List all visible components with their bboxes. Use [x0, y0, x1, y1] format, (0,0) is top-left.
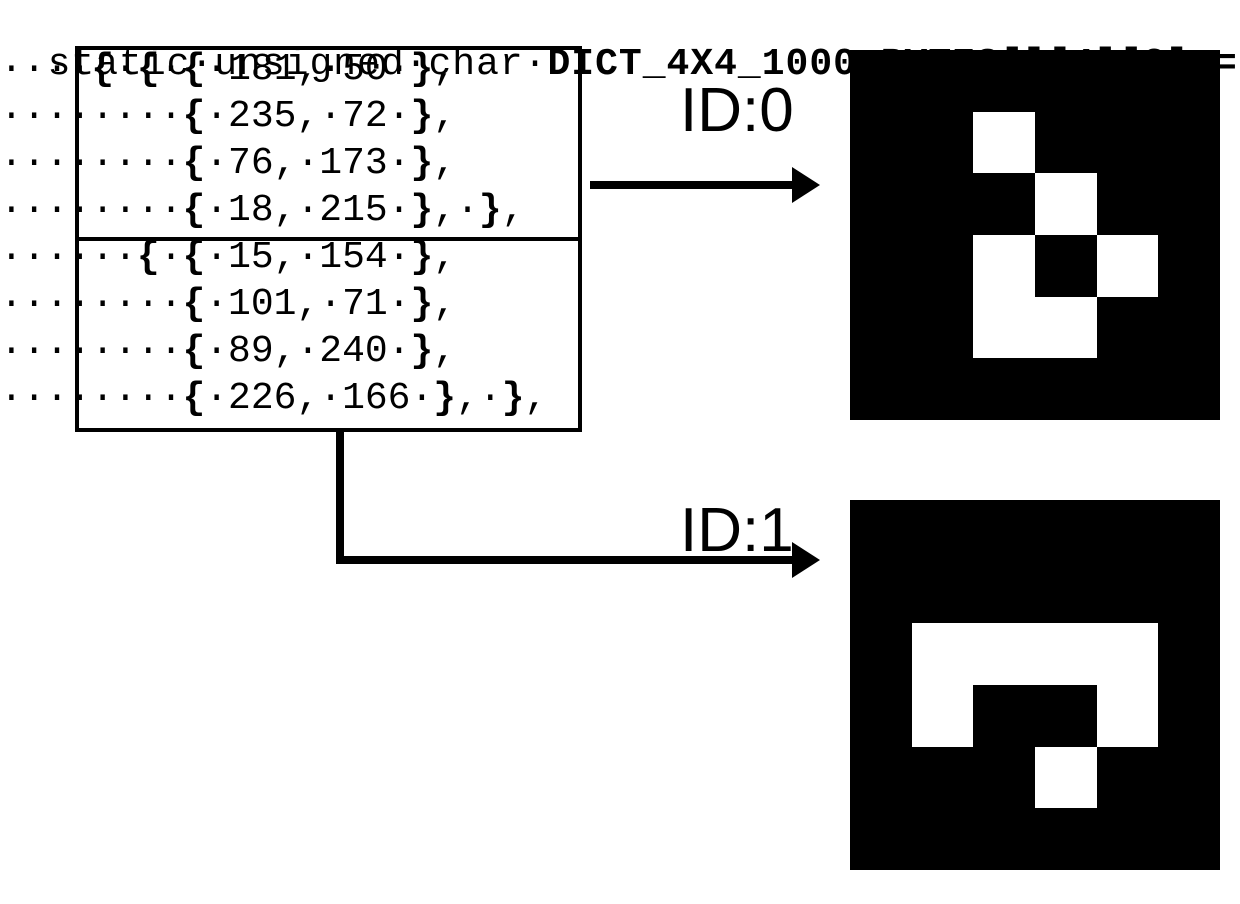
marker-cell-black	[850, 173, 912, 235]
marker-cell-white	[1035, 623, 1097, 685]
marker-cell-white	[973, 235, 1035, 297]
marker-cell-black	[1097, 747, 1159, 809]
marker-cell-black	[912, 297, 974, 359]
marker-cell-black	[912, 562, 974, 624]
marker-cell-black	[1097, 562, 1159, 624]
aruco-marker-1	[850, 500, 1220, 870]
marker-cell-black	[973, 562, 1035, 624]
marker-cell-black	[912, 112, 974, 174]
marker-cell-black	[973, 685, 1035, 747]
marker-cell-black	[973, 50, 1035, 112]
marker-cell-black	[850, 112, 912, 174]
marker-cell-black	[912, 808, 974, 870]
marker-cell-black	[1097, 173, 1159, 235]
marker-cell-black	[1035, 562, 1097, 624]
marker-cell-black	[912, 358, 974, 420]
marker-cell-black	[1097, 297, 1159, 359]
marker-cell-black	[912, 747, 974, 809]
marker-cell-black	[1158, 50, 1220, 112]
marker-cell-black	[1158, 173, 1220, 235]
marker-cell-black	[1158, 358, 1220, 420]
marker-cell-black	[1097, 112, 1159, 174]
marker-cell-white	[912, 685, 974, 747]
marker-cell-black	[973, 358, 1035, 420]
marker-cell-black	[850, 562, 912, 624]
marker-cell-black	[973, 173, 1035, 235]
marker-cell-black	[1158, 685, 1220, 747]
marker-cell-black	[850, 623, 912, 685]
marker-cell-black	[973, 808, 1035, 870]
marker-cell-black	[1035, 50, 1097, 112]
marker-cell-black	[1158, 623, 1220, 685]
marker-grid	[850, 50, 1220, 420]
marker-cell-black	[1158, 297, 1220, 359]
marker-cell-black	[1097, 808, 1159, 870]
marker-cell-black	[850, 50, 912, 112]
marker-cell-black	[1035, 500, 1097, 562]
marker-cell-black	[850, 500, 912, 562]
marker-cell-black	[850, 747, 912, 809]
marker-cell-white	[1097, 623, 1159, 685]
marker-cell-black	[1035, 358, 1097, 420]
marker-cell-white	[973, 297, 1035, 359]
marker-grid	[850, 500, 1220, 870]
marker-cell-white	[1035, 297, 1097, 359]
marker-cell-black	[912, 173, 974, 235]
marker-cell-white	[1097, 685, 1159, 747]
marker-cell-black	[1158, 112, 1220, 174]
marker-cell-white	[1035, 747, 1097, 809]
marker-cell-black	[1158, 235, 1220, 297]
marker-cell-black	[1035, 808, 1097, 870]
marker-cell-white	[1097, 235, 1159, 297]
marker-cell-black	[973, 747, 1035, 809]
aruco-marker-0	[850, 50, 1220, 420]
marker-cell-black	[1035, 235, 1097, 297]
marker-cell-black	[973, 500, 1035, 562]
marker-cell-black	[1158, 747, 1220, 809]
marker-cell-black	[1097, 358, 1159, 420]
marker-cell-black	[1097, 500, 1159, 562]
marker-cell-white	[973, 623, 1035, 685]
marker-cell-black	[912, 235, 974, 297]
marker-cell-black	[1097, 50, 1159, 112]
marker-cell-black	[850, 297, 912, 359]
marker-cell-black	[1035, 112, 1097, 174]
marker-cell-black	[912, 500, 974, 562]
marker-cell-black	[1158, 562, 1220, 624]
marker-cell-black	[912, 50, 974, 112]
marker-cell-black	[1035, 685, 1097, 747]
marker-cell-black	[1158, 500, 1220, 562]
marker-cell-black	[850, 808, 912, 870]
marker-cell-black	[1158, 808, 1220, 870]
marker-cell-black	[850, 235, 912, 297]
marker-cell-white	[912, 623, 974, 685]
marker-cell-black	[850, 358, 912, 420]
marker-cell-white	[973, 112, 1035, 174]
marker-cell-white	[1035, 173, 1097, 235]
marker-cell-black	[850, 685, 912, 747]
